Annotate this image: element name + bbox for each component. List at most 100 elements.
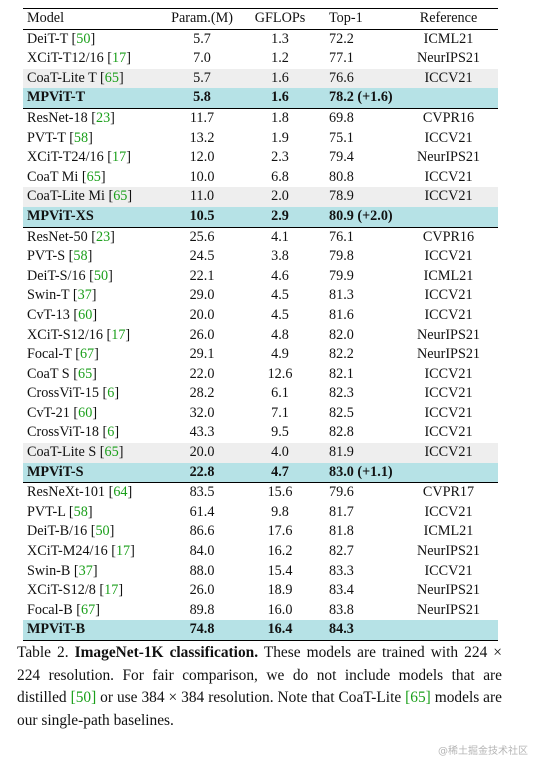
params-cell: 5.7 [193,30,211,47]
citation-link[interactable]: 65 [77,365,93,382]
top1-cell: 83.8 [329,601,354,618]
model-name: DeiT-T [27,30,68,47]
citation-link[interactable]: 23 [95,228,111,245]
citation-link[interactable]: 50 [93,267,109,284]
params-cell: 12.0 [189,149,215,166]
citation-link[interactable]: 50 [76,30,91,47]
reference-cell [399,207,498,227]
table-row: CoaT Mi [65] 10.0 6.8 80.8 ICCV21 [23,168,498,188]
citation-link[interactable]: 17 [115,543,131,560]
top1-cell: 79.8 [329,248,354,265]
citation-link[interactable]: 17 [104,582,119,599]
citation-link[interactable]: 17 [112,50,127,67]
model-name-cell: CoaT S [65] [27,365,97,382]
model-name-cell: CoaT Mi [65] [27,168,106,185]
gflops-cell: 2.9 [271,207,289,224]
header-reference: Reference [419,10,478,26]
table-row: Focal-B [67] 89.8 16.0 83.8 NeurIPS21 [23,601,498,621]
top1-cell: 78.9 [329,188,354,205]
top1-cell: 76.1 [329,228,354,245]
table-row: CoaT-Lite Mi [65] 11.0 2.0 78.9 ICCV21 [23,187,498,207]
params-cell: 86.6 [189,523,215,540]
gflops-cell: 16.4 [267,621,293,638]
model-name: PVT-S [27,248,66,265]
gflops-cell: 9.8 [271,503,289,520]
citation-link[interactable]: 17 [111,326,126,343]
top1-cell: 81.9 [329,444,354,461]
model-name-cell: MPViT-S [23,463,163,483]
params-cell: 10.5 [189,207,215,224]
top1-cell: 81.8 [329,523,354,540]
top1-cell: 79.6 [329,484,354,501]
top1-cell: 83.3 [329,562,354,579]
top1-cell: 69.8 [329,109,354,126]
reference-cell: NeurIPS21 [416,149,481,166]
table-row: CrossViT-18 [6] 43.3 9.5 82.8 ICCV21 [23,423,498,443]
top1-cell: 81.3 [329,287,354,304]
table-row: DeiT-T [50] 5.7 1.3 72.2 ICML21 [23,29,498,49]
reference-cell: CVPR16 [422,228,475,245]
citation-link[interactable]: 60 [78,306,93,323]
gflops-cell: 12.6 [267,365,293,382]
model-name: DeiT-B/16 [27,523,88,540]
citation-link[interactable]: 67 [81,601,96,618]
model-name: Swin-T [27,287,70,304]
citation-link[interactable]: 65 [104,69,119,86]
params-cell: 25.6 [189,228,215,245]
model-name-cell: XCiT-M24/16 [17] [27,543,135,560]
model-name: XCiT-T24/16 [27,149,104,166]
citation-link[interactable]: 60 [78,404,93,421]
gflops-cell: 4.1 [271,228,289,245]
model-name-cell: DeiT-B/16 [50] [27,523,115,540]
params-cell: 7.0 [193,50,211,67]
top1-cell: 72.2 [329,30,354,47]
caption-citation-2[interactable]: [65] [405,689,431,707]
header-gflops: GFLOPs [254,10,306,26]
mpvit-row: MPViT-B 74.8 16.4 84.3 [23,620,498,641]
citation-link[interactable]: 6 [107,424,115,441]
citation-link[interactable]: 65 [86,168,101,185]
citation-link[interactable]: 58 [73,129,89,146]
gflops-cell: 2.0 [271,188,289,205]
citation-link[interactable]: 37 [77,287,92,304]
citation-link[interactable]: 6 [107,385,115,402]
citation-link[interactable]: 17 [112,149,127,166]
gflops-cell: 1.9 [271,129,289,146]
reference-cell: ICCV21 [424,129,473,146]
citation-link[interactable]: 67 [79,346,95,363]
params-cell: 13.2 [189,129,215,146]
citation-link[interactable]: 65 [113,188,128,205]
params-cell: 74.8 [189,621,215,638]
params-cell: 22.1 [189,267,215,284]
citation-link[interactable]: 23 [95,109,111,126]
gflops-cell: 1.6 [271,69,289,86]
top1-cell: 76.6 [329,69,354,86]
table-row: CoaT-Lite T [65] 5.7 1.6 76.6 ICCV21 [23,68,498,89]
top1-cell: 81.7 [329,503,354,520]
citation-link[interactable]: 65 [104,444,119,461]
gflops-cell: 1.6 [271,89,289,106]
citation-link[interactable]: 37 [78,562,93,579]
model-name-cell: CoaT-Lite Mi [65] [27,188,133,205]
citation-link[interactable]: 64 [113,484,128,501]
header-model: Model [27,10,65,26]
table-row: CrossViT-15 [6] 28.2 6.1 82.3 ICCV21 [23,384,498,404]
table-row: DeiT-S/16 [50] 22.1 4.6 79.9 ICML21 [23,267,498,287]
table-row: ResNet-50 [23] 25.6 4.1 76.1 CVPR16 [23,227,498,247]
reference-cell [399,88,498,108]
model-name-cell: XCiT-T24/16 [17] [27,149,131,166]
model-name: Focal-T [27,346,72,363]
model-name: ResNet-50 [27,228,88,245]
params-cell: 26.0 [189,582,215,599]
gflops-cell: 15.6 [267,484,293,501]
gflops-cell: 2.3 [271,149,289,166]
model-name-cell: PVT-S [58] [27,248,93,265]
model-name-cell: PVT-T [58] [27,129,93,146]
model-name: CoaT-Lite Mi [27,188,105,205]
table-row: XCiT-T12/16 [17] 7.0 1.2 77.1 NeurIPS21 [23,49,498,69]
citation-link[interactable]: 58 [73,248,88,265]
model-name-cell: CrossViT-15 [6] [27,385,120,402]
caption-citation-1[interactable]: [50] [70,689,97,707]
citation-link[interactable]: 50 [95,523,110,540]
citation-link[interactable]: 58 [73,503,88,520]
